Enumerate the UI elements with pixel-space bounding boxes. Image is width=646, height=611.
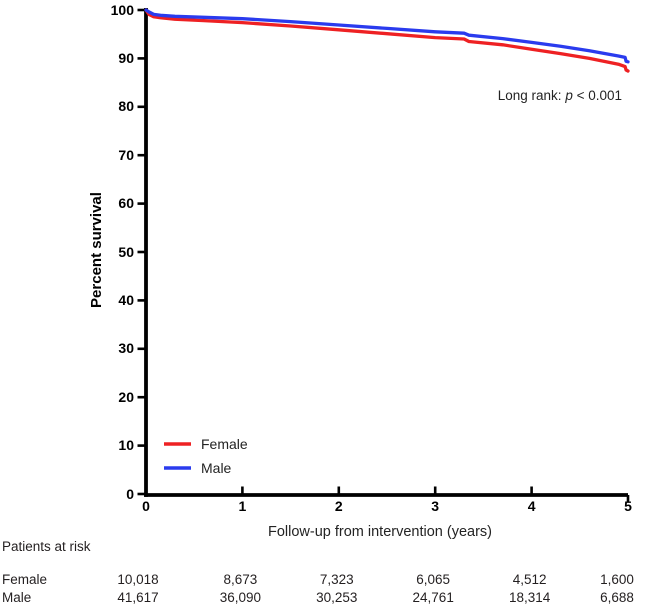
y-tick-label: 30 bbox=[118, 340, 134, 357]
y-tick-label: 70 bbox=[118, 146, 134, 163]
annotation-p-symbol: p bbox=[565, 88, 573, 103]
male-survival-curve bbox=[144, 8, 630, 64]
legend-label-male: Male bbox=[201, 460, 232, 476]
x-axis-title: Follow-up from intervention (years) bbox=[267, 524, 493, 540]
patients-at-risk-heading: Patients at risk bbox=[2, 539, 91, 554]
risk-count-cell: 8,673 bbox=[223, 572, 258, 587]
y-tick-label: 60 bbox=[118, 195, 134, 212]
y-tick-label: 0 bbox=[126, 485, 134, 502]
risk-count-cell: 18,314 bbox=[508, 590, 551, 605]
legend-label-female: Female bbox=[201, 436, 248, 452]
risk-count-cell: 24,761 bbox=[412, 590, 454, 605]
risk-count-cell: 6,688 bbox=[600, 590, 634, 605]
x-tick-label: 1 bbox=[238, 498, 247, 514]
risk-row-label-female: Female bbox=[2, 572, 48, 587]
y-tick-label: 80 bbox=[118, 98, 134, 115]
y-tick-label: 20 bbox=[118, 388, 134, 405]
risk-count-cell: 30,253 bbox=[316, 590, 358, 605]
risk-count-cell: 36,090 bbox=[219, 590, 262, 605]
y-tick-label: 10 bbox=[118, 437, 134, 454]
risk-count-cell: 1,600 bbox=[600, 572, 634, 587]
risk-count-cell: 41,617 bbox=[117, 590, 159, 605]
log-rank-annotation: Long rank: p < 0.001 bbox=[498, 88, 622, 105]
female-survival-curve bbox=[144, 8, 630, 73]
annotation-prefix: Long rank: bbox=[497, 88, 566, 103]
x-tick-label: 0 bbox=[142, 498, 150, 514]
y-tick-label: 90 bbox=[118, 49, 134, 66]
x-tick-label: 2 bbox=[334, 498, 343, 514]
x-tick-label: 3 bbox=[431, 498, 440, 514]
risk-count-cell: 7,323 bbox=[319, 572, 354, 587]
y-tick-label: 40 bbox=[118, 291, 134, 308]
y-tick-label: 50 bbox=[118, 243, 134, 260]
risk-count-cell: 6,065 bbox=[416, 572, 451, 587]
risk-row-label-male: Male bbox=[2, 590, 32, 605]
y-tick-label: 100 bbox=[110, 1, 134, 18]
annotation-suffix: < 0.001 bbox=[572, 88, 622, 103]
risk-count-cell: 4,512 bbox=[512, 572, 547, 587]
x-tick-label: 4 bbox=[527, 498, 536, 514]
risk-count-cell: 10,018 bbox=[117, 572, 159, 587]
x-tick-label: 5 bbox=[624, 498, 632, 514]
